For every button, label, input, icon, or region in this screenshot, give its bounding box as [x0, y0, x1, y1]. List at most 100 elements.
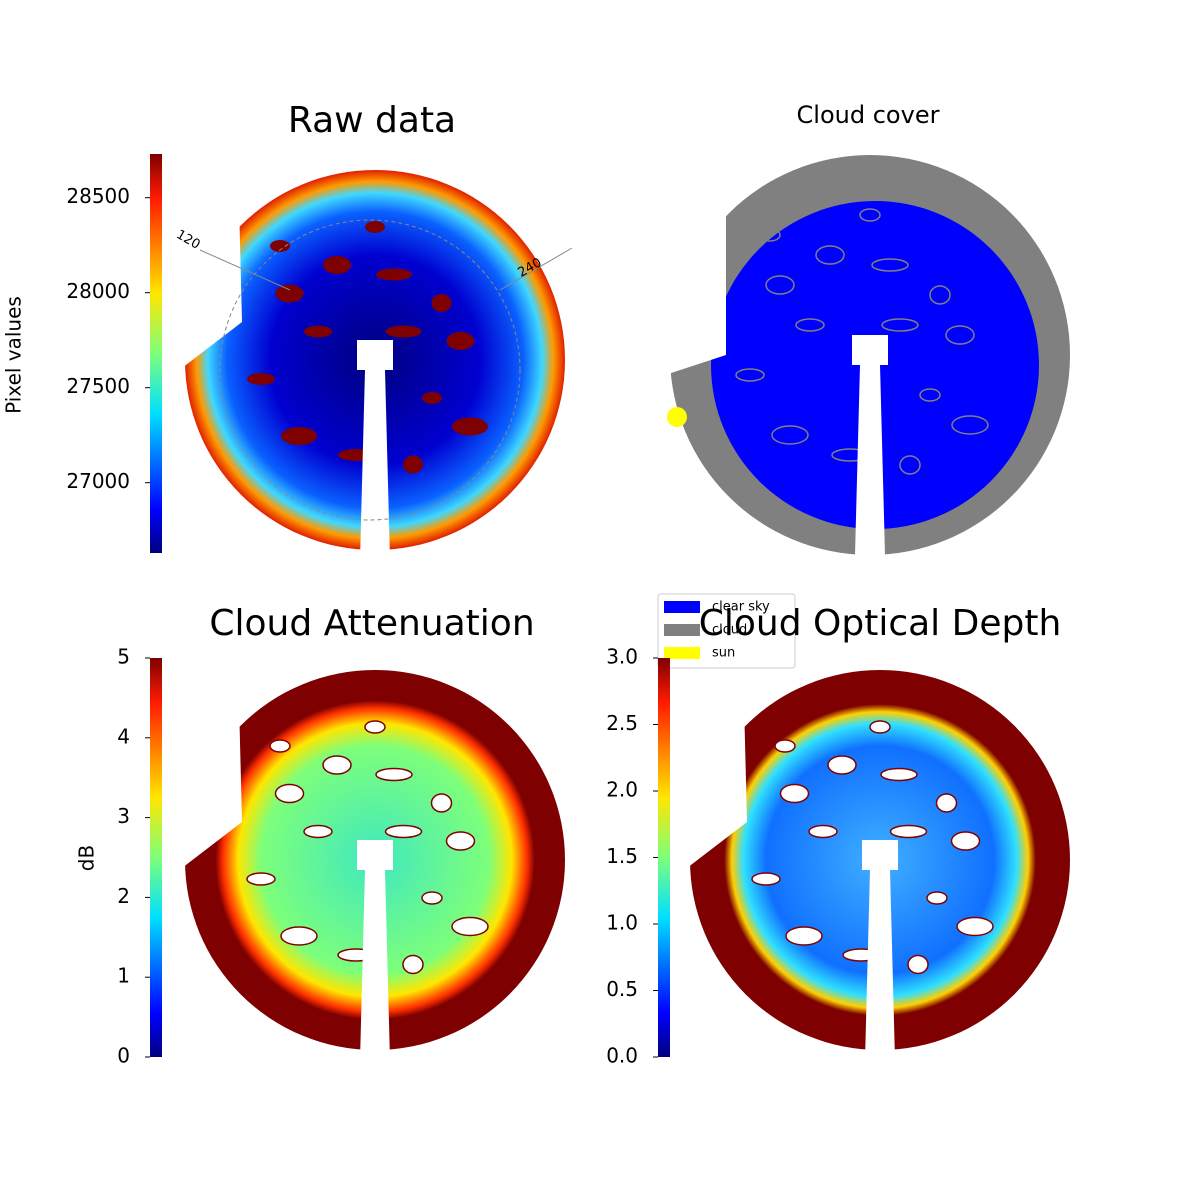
cloud-blob	[246, 872, 276, 886]
cloud-blob	[945, 325, 975, 345]
cloud-blob	[926, 891, 948, 905]
cloud-blob	[376, 268, 412, 281]
mast-top	[357, 340, 393, 370]
cloud-blob	[421, 891, 443, 905]
cloud-blob	[451, 916, 489, 937]
mast	[360, 870, 390, 1060]
polar-ring	[219, 219, 521, 521]
legend-swatch	[664, 601, 700, 613]
colorbar-tick-label: 0.0	[606, 1044, 638, 1068]
legend-swatch	[664, 647, 700, 659]
colorbar-tick-label: 0	[117, 1044, 130, 1068]
cloud-blob	[430, 793, 453, 813]
colorbar	[150, 658, 162, 1057]
colorbar-tick-label: 27000	[66, 469, 130, 493]
panel-title: Raw data	[288, 100, 456, 141]
cloud-blob	[935, 793, 958, 813]
cloud-blob	[899, 455, 921, 475]
mast	[360, 370, 390, 560]
cloud-blob	[304, 325, 332, 338]
colorbar-label: dB	[75, 845, 99, 871]
cloud-blob	[431, 294, 452, 312]
cloud-blob	[385, 325, 422, 338]
colorbar-tick-label: 2.5	[606, 711, 638, 735]
cloud-blob	[275, 284, 304, 303]
colorbar-tick-label: 1.5	[606, 844, 638, 868]
legend-label: sun	[712, 646, 735, 661]
cloud-blob	[281, 427, 317, 445]
cloud-blob	[402, 954, 424, 975]
cloud-blob	[881, 318, 919, 332]
cloud-blob	[889, 824, 928, 839]
panel-title: Cloud cover	[797, 101, 940, 129]
cloud-blob	[859, 208, 881, 222]
colorbar-tick-label: 0.5	[606, 977, 638, 1001]
cloud-blob	[765, 275, 795, 295]
cloud-blob	[452, 417, 488, 436]
cloud-blob	[880, 767, 918, 782]
cloud-blob	[871, 258, 909, 272]
cloud-blob	[815, 245, 845, 265]
mast-top	[357, 840, 393, 870]
colorbar-tick-label: 27500	[66, 374, 130, 398]
polar-spoke	[199, 249, 291, 291]
cloud-blob	[269, 739, 291, 753]
colorbar-tick-label: 5	[117, 645, 130, 669]
cloud-blob	[303, 824, 333, 839]
mast-top	[862, 840, 898, 870]
legend-label: clear sky	[712, 600, 770, 615]
cloud-blob	[751, 872, 781, 886]
mast	[855, 365, 885, 555]
cloud-blob	[951, 415, 989, 435]
cloud-blob	[247, 373, 275, 385]
cloud-blob	[445, 831, 476, 851]
cloud-blob	[929, 285, 951, 305]
polar-spoke	[499, 247, 573, 291]
legend-label: cloud	[712, 623, 747, 638]
colorbar	[658, 658, 670, 1057]
colorbar-tick-label: 1.0	[606, 911, 638, 935]
colorbar-tick-label: 1	[117, 964, 130, 988]
cloud-blob	[827, 755, 857, 775]
cloud-blob	[771, 425, 809, 445]
image-cut	[665, 155, 726, 375]
cloud-blob	[446, 332, 475, 350]
cloud-blob	[779, 783, 810, 804]
cloud-blob	[270, 240, 290, 252]
cloud-blob	[274, 783, 305, 804]
cloud-blob	[774, 739, 796, 753]
cloud-blob	[759, 228, 781, 242]
colorbar	[150, 154, 162, 553]
colorbar-tick-label: 3	[117, 804, 130, 828]
cloud-blob	[808, 824, 838, 839]
cloud-blob	[384, 824, 423, 839]
cloud-blob	[375, 767, 413, 782]
cloud-blob	[795, 318, 825, 332]
legend-swatch	[664, 624, 700, 636]
image-cut	[685, 670, 747, 870]
cloud-blob	[735, 368, 765, 382]
mast-top	[852, 335, 888, 365]
cloud-blob	[365, 221, 385, 233]
cloud-blob	[364, 720, 386, 734]
colorbar-tick-label: 28000	[66, 279, 130, 303]
colorbar-tick-label: 2	[117, 884, 130, 908]
mast	[865, 870, 895, 1060]
colorbar-tick-label: 2.0	[606, 778, 638, 802]
cloud-blob	[869, 720, 891, 734]
cloud-blob	[950, 831, 981, 851]
cloud-blob	[280, 926, 318, 946]
cloud-blob	[322, 755, 352, 775]
cloud-blob	[907, 954, 929, 975]
colorbar-tick-label: 3.0	[606, 645, 638, 669]
cloud-blob	[785, 926, 823, 946]
colorbar-tick-label: 28500	[66, 184, 130, 208]
cloud-blob	[403, 455, 423, 474]
cloud-blob	[919, 388, 941, 402]
panel-title: Cloud Attenuation	[209, 603, 534, 644]
panel-title: Cloud Optical Depth	[699, 603, 1062, 644]
colorbar-label: Pixel values	[2, 296, 26, 414]
cloud-blob	[323, 256, 351, 274]
sun	[667, 407, 687, 427]
